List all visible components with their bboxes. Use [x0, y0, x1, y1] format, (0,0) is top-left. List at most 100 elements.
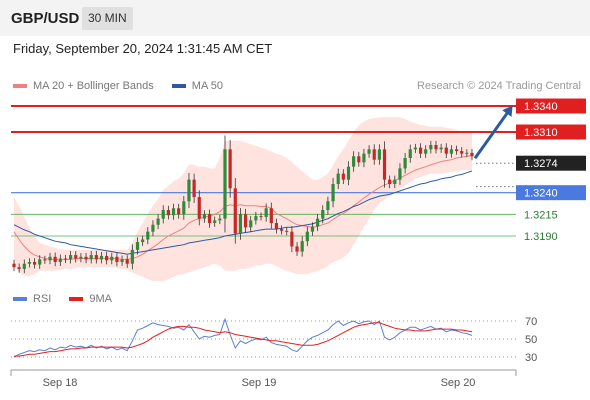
price-label-last: 1.3274: [524, 158, 558, 170]
candle-body-42: [228, 149, 232, 189]
candle-body-41: [223, 149, 227, 219]
candle-body-44: [238, 214, 243, 234]
bollinger-band: [14, 117, 472, 282]
candle-body-76: [403, 158, 407, 169]
timeframe-badge[interactable]: 30 MIN: [82, 7, 133, 30]
candle-body-64: [341, 173, 345, 180]
rsi-line: [13, 317, 473, 358]
candle-body-9: [58, 258, 62, 262]
forecast-arrow-shaft: [473, 111, 510, 160]
candle-body-3: [27, 262, 32, 264]
legend-rsi: RSI: [13, 293, 51, 305]
price-label-resistance-1: 1.3310: [524, 127, 558, 139]
legend-ma50: MA 50: [171, 80, 223, 92]
x-tick-label-0: Sep 18: [43, 377, 78, 389]
candle-body-67: [357, 156, 361, 163]
x-tick-label-1: Sep 19: [242, 377, 277, 389]
symbol-title: GBP/USD: [11, 10, 80, 27]
legend-9ma: 9MA: [69, 293, 112, 305]
candle-body-83: [439, 147, 443, 150]
rsi-level-label-30: 30: [525, 352, 537, 364]
candle-body-72: [382, 149, 387, 180]
candle-body-79: [418, 147, 423, 154]
candle-body-26: [146, 231, 150, 240]
candle-body-29: [161, 210, 165, 219]
candle-body-77: [408, 149, 412, 158]
candle-body-61: [326, 201, 330, 210]
candle-body-69: [367, 149, 371, 154]
forecast-arrow-head: [502, 105, 513, 117]
candle-body-31: [171, 208, 176, 216]
candle-body-14: [84, 256, 88, 260]
candle-body-60: [321, 210, 325, 219]
candle-body-80: [424, 149, 428, 154]
candle-body-33: [182, 201, 186, 215]
candle-body-2: [22, 263, 26, 269]
candle-body-28: [156, 218, 160, 225]
candle-body-71: [377, 149, 381, 160]
candle-body-13: [79, 256, 83, 259]
price-label-pivot-3: 1.3240: [524, 188, 558, 200]
candle-body-84: [444, 147, 448, 154]
candle-body-27: [151, 224, 155, 232]
candle-body-19: [110, 256, 114, 261]
price-label-support-5: 1.3190: [524, 231, 558, 243]
candle-body-7: [48, 256, 52, 261]
candle-body-57: [305, 231, 309, 242]
candle-body-32: [177, 208, 181, 215]
rsi-ma9-line: [14, 322, 473, 357]
price-label-support-4: 1.3215: [524, 209, 558, 221]
candle-body-88: [465, 152, 469, 154]
candle-body-38: [207, 214, 212, 223]
candle-body-52: [279, 229, 284, 231]
legend-ma50-label: MA 50: [191, 80, 223, 92]
candle-body-54: [290, 231, 294, 247]
candle-body-1: [17, 267, 21, 269]
x-tick-label-2: Sep 20: [441, 377, 476, 389]
candle-body-5: [38, 259, 42, 265]
rsi-level-label-70: 70: [525, 316, 537, 328]
candle-body-74: [393, 179, 397, 184]
legend-ma20-label: MA 20 + Bollinger Bands: [33, 80, 154, 92]
legend-9ma-label: 9MA: [89, 293, 112, 305]
candle-body-11: [69, 255, 73, 260]
candle-body-36: [197, 197, 201, 219]
chart-datetime: Friday, September 20, 2024 1:31:45 AM CE…: [13, 41, 273, 56]
candle-body-89: [470, 152, 474, 157]
credit-text: Research © 2024 Trading Central: [416, 80, 581, 92]
candle-body-58: [310, 226, 315, 232]
ma50-line: [13, 170, 473, 255]
candle-body-23: [130, 249, 134, 264]
candle-body-50: [269, 208, 273, 223]
candle-body-87: [460, 151, 464, 154]
candle-body-49: [264, 208, 268, 217]
candle-body-40: [218, 218, 222, 221]
candle-body-35: [192, 179, 196, 197]
candle-body-59: [316, 218, 320, 227]
candle-body-8: [53, 256, 57, 262]
candle-body-18: [105, 255, 109, 261]
candle-body-63: [336, 173, 340, 184]
candle-body-4: [32, 262, 37, 265]
rsi-legend: RSI 9MA: [13, 293, 130, 305]
candle-body-68: [362, 153, 366, 163]
price-tag-resistance-1: [516, 124, 586, 140]
candle-body-56: [300, 241, 304, 252]
candle-body-10: [63, 258, 68, 260]
candle-body-65: [346, 166, 351, 180]
header-bar: GBP/USD 30 MIN: [0, 0, 590, 36]
candle-body-51: [274, 223, 279, 230]
legend-ma20-swatch: [13, 84, 27, 88]
price-tag-pivot-3: [516, 185, 586, 201]
candle-body-37: [202, 214, 207, 219]
price-label-resistance-0: 1.3340: [524, 101, 558, 113]
main-legend: MA 20 + Bollinger Bands MA 50: [13, 80, 241, 92]
candle-body-15: [89, 255, 93, 260]
candle-body-78: [413, 147, 417, 150]
legend-ma20: MA 20 + Bollinger Bands: [13, 80, 154, 92]
candle-body-22: [125, 259, 129, 264]
candle-body-43: [233, 188, 237, 234]
candle-body-30: [166, 210, 170, 216]
candle-body-85: [449, 149, 454, 154]
